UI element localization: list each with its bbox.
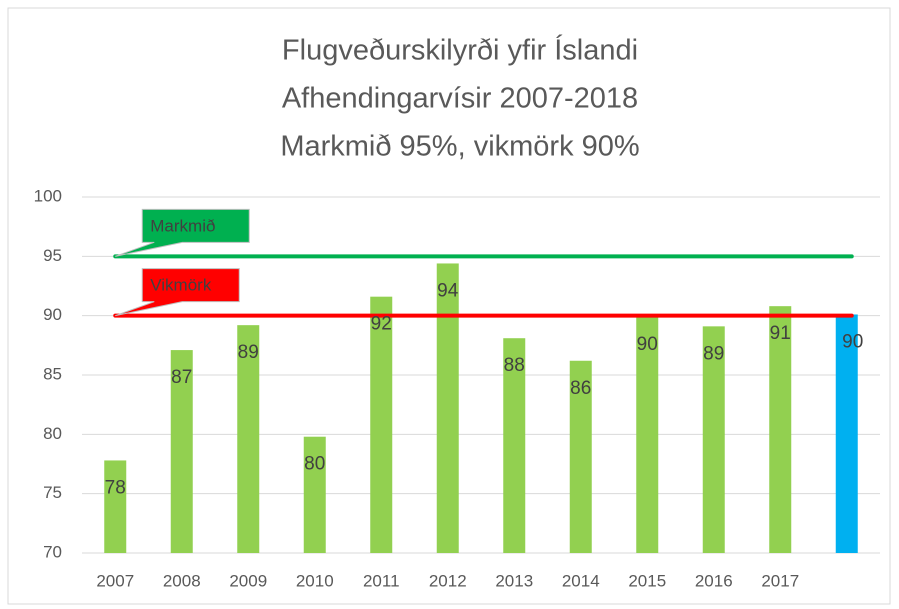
data-label: 86 bbox=[570, 378, 591, 399]
bar bbox=[370, 296, 393, 553]
x-tick-label: 2012 bbox=[429, 571, 467, 590]
data-label: 89 bbox=[703, 343, 724, 364]
y-tick-label: 80 bbox=[43, 424, 62, 443]
y-tick-label: 100 bbox=[34, 186, 62, 205]
bar bbox=[835, 314, 858, 553]
bar bbox=[769, 306, 792, 553]
bar bbox=[237, 325, 260, 553]
data-label: 78 bbox=[105, 477, 126, 498]
bar bbox=[503, 338, 526, 553]
bar bbox=[436, 263, 459, 553]
data-label: 90 bbox=[842, 331, 863, 352]
x-tick-label: 2013 bbox=[495, 571, 533, 590]
bar bbox=[702, 326, 725, 553]
bar bbox=[569, 360, 592, 553]
x-tick-label: 2010 bbox=[296, 571, 334, 590]
x-tick-label: 2015 bbox=[628, 571, 666, 590]
data-label: 92 bbox=[371, 314, 392, 335]
data-label: 87 bbox=[171, 367, 192, 388]
bar bbox=[303, 436, 326, 553]
bar bbox=[170, 350, 193, 553]
data-label: 88 bbox=[504, 355, 525, 376]
x-tick-label: 2014 bbox=[562, 571, 600, 590]
bar bbox=[636, 316, 659, 553]
chart-title: Flugveðurskilyrði yfir Íslandi bbox=[282, 34, 638, 67]
chart-title: Markmið 95%, vikmörk 90% bbox=[280, 131, 639, 163]
x-tick-label: 2009 bbox=[229, 571, 267, 590]
callout-box bbox=[115, 208, 250, 257]
callout-box bbox=[115, 268, 240, 317]
y-tick-label: 75 bbox=[43, 483, 62, 502]
y-tick-label: 70 bbox=[43, 542, 62, 561]
x-tick-label: 2008 bbox=[163, 571, 201, 590]
callout-label: Markmið bbox=[150, 216, 215, 235]
y-tick-label: 95 bbox=[43, 246, 62, 265]
data-label: 91 bbox=[770, 323, 791, 344]
y-tick-label: 90 bbox=[43, 305, 62, 324]
callout-label: Vikmörk bbox=[150, 276, 212, 295]
x-tick-label: 2016 bbox=[695, 571, 733, 590]
chart-title: Afhendingarvísir 2007-2018 bbox=[282, 83, 638, 115]
y-tick-label: 85 bbox=[43, 364, 62, 383]
data-label: 94 bbox=[437, 280, 459, 301]
x-tick-label: 2011 bbox=[363, 571, 400, 590]
x-tick-label: 2017 bbox=[761, 571, 799, 590]
x-tick-label: 2007 bbox=[96, 571, 134, 590]
bar bbox=[104, 460, 127, 553]
data-label: 90 bbox=[637, 334, 658, 355]
data-label: 80 bbox=[304, 454, 325, 475]
data-label: 89 bbox=[238, 342, 259, 363]
